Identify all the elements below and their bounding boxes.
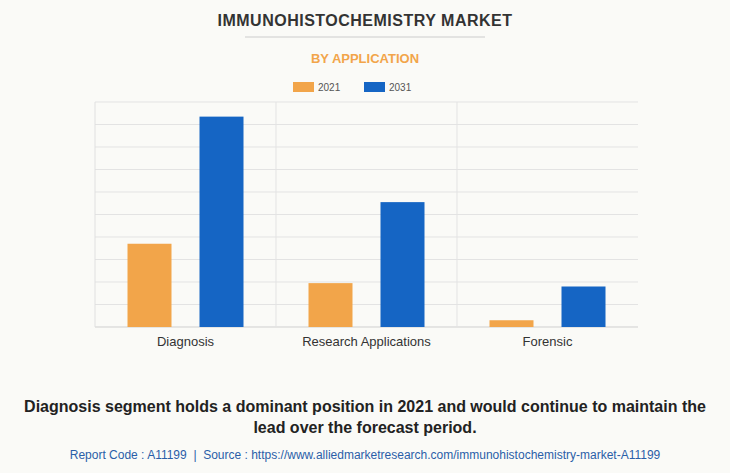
- grid-line: [95, 102, 638, 103]
- page: {"chart_data": {"type": "bar", "title": …: [0, 0, 730, 473]
- source: Report Code : A11199 | Source : https://…: [0, 448, 730, 462]
- bars: [128, 117, 606, 327]
- axis-line: [95, 102, 96, 327]
- bar: [200, 117, 244, 327]
- bar: [562, 287, 606, 328]
- legend-label: 2021: [318, 82, 341, 93]
- grid-line: [95, 259, 638, 260]
- grid-line: [95, 282, 638, 283]
- category-divider: [276, 102, 277, 327]
- grid-line: [95, 237, 638, 238]
- category-label: Diagnosis: [157, 334, 215, 349]
- subtitle: BY APPLICATION: [311, 51, 419, 66]
- grid-line: [95, 327, 638, 328]
- bar: [381, 202, 425, 327]
- title-rule: [245, 37, 485, 38]
- caption: Diagnosis segment holds a dominant posit…: [15, 396, 715, 438]
- legend-swatch: [293, 82, 314, 92]
- legend-swatch: [364, 82, 385, 92]
- grid-line: [95, 147, 638, 148]
- category-divider: [457, 102, 458, 327]
- grid-line: [95, 169, 638, 170]
- bar: [128, 244, 172, 327]
- grid-line: [95, 214, 638, 215]
- bar: [490, 320, 534, 327]
- legend-label: 2031: [389, 82, 412, 93]
- title: IMMUNOHISTOCHEMISTRY MARKET: [218, 12, 513, 29]
- grid-line: [95, 192, 638, 193]
- grid-line: [95, 124, 638, 125]
- grid-line: [95, 304, 638, 305]
- category-label: Research Applications: [302, 334, 431, 349]
- bar: [309, 283, 353, 327]
- category-label: Forensic: [523, 334, 573, 349]
